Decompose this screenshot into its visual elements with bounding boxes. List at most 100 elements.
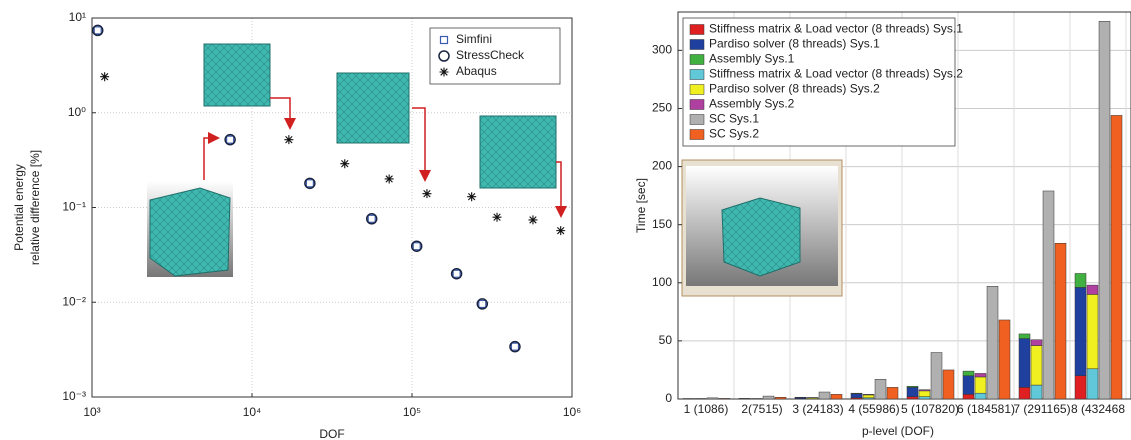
marker-star	[528, 215, 537, 224]
figure: 10⁻³10⁻²10⁻¹10⁰10¹Potential energyrelati…	[0, 0, 1131, 440]
bar-segment	[963, 371, 974, 376]
legend-swatch	[690, 55, 704, 65]
legend-swatch	[690, 130, 704, 140]
bar-segment	[1099, 21, 1110, 399]
y-tick-label: 100	[652, 275, 672, 289]
bar-segment	[863, 394, 874, 395]
bar-segment	[1075, 376, 1086, 399]
bar-segment	[1055, 243, 1066, 399]
marker-star	[467, 192, 476, 201]
legend-label: Assembly Sys.2	[709, 97, 795, 111]
y-tick-label: 300	[652, 43, 672, 57]
arrow	[204, 138, 214, 180]
y-tick-label: 0	[665, 391, 672, 405]
bar-segment	[1075, 273, 1086, 287]
marker-star	[493, 213, 502, 222]
y-tick-label: 10⁻¹	[62, 200, 86, 214]
bar-segment	[763, 396, 774, 399]
bar-segment	[1019, 339, 1030, 388]
bar-segment	[943, 370, 954, 399]
marker-square	[453, 270, 460, 277]
marker-star	[284, 135, 293, 144]
marker-square	[306, 180, 313, 187]
legend-label: Pardiso solver (8 threads) Sys.1	[709, 37, 880, 51]
marker-star	[385, 174, 394, 183]
marker-square	[227, 136, 234, 143]
x-axis-label: DOF	[319, 427, 344, 440]
marker-star	[422, 189, 431, 198]
legend-label: Abaqus	[456, 64, 497, 78]
arrow	[556, 162, 561, 212]
bar-segment	[1075, 287, 1086, 375]
y-tick-label: 10⁻³	[62, 389, 86, 403]
bar-segment	[1087, 369, 1098, 399]
bar-segment	[999, 320, 1010, 399]
inset-cube	[150, 188, 230, 276]
bar-segment	[863, 395, 874, 398]
bar-segment	[1043, 191, 1054, 399]
marker-star	[340, 159, 349, 168]
bar-segment	[851, 393, 862, 394]
legend-marker	[440, 68, 449, 77]
bar-segment	[719, 398, 730, 399]
bar-segment	[1019, 334, 1030, 339]
legend-swatch	[690, 25, 704, 35]
legend-label: Stiffness matrix & Load vector (8 thread…	[709, 67, 963, 81]
x-tick-label: 5 (107820)	[901, 402, 959, 416]
bar-segment	[1087, 285, 1098, 294]
inset-cube	[722, 198, 800, 276]
x-tick-label: 10⁴	[243, 405, 262, 419]
y-tick-label: 10¹	[69, 10, 86, 24]
y-tick-label: 250	[652, 101, 672, 115]
bar-segment	[1031, 340, 1042, 346]
legend-label: Assembly Sys.1	[709, 52, 795, 66]
marker-square	[94, 27, 101, 34]
x-axis-label: p-level (DOF)	[862, 424, 934, 438]
x-tick-label: 10⁵	[403, 405, 421, 419]
y-tick-label: 200	[652, 159, 672, 173]
marker-square	[479, 300, 486, 307]
inset-cube	[337, 73, 409, 143]
arrow	[412, 108, 425, 176]
bar-segment	[851, 394, 862, 398]
bar-segment	[975, 373, 986, 376]
bar-segment	[919, 397, 930, 399]
bar-segment	[975, 377, 986, 393]
legend-swatch	[690, 70, 704, 80]
x-tick-label: 2(7515)	[741, 402, 782, 416]
page: 10⁻³10⁻²10⁻¹10⁰10¹Potential energyrelati…	[0, 0, 1131, 440]
bar-segment	[919, 391, 930, 397]
bar-segment	[1019, 387, 1030, 399]
x-tick-label: 6 (184581)	[957, 402, 1015, 416]
bar-segment	[1031, 385, 1042, 399]
bar-segment	[963, 376, 974, 395]
y-tick-label: 50	[659, 333, 673, 347]
inset-cube	[204, 44, 270, 106]
x-tick-label: 4 (55986)	[848, 402, 899, 416]
legend-label: Simfini	[456, 32, 492, 46]
arrow	[270, 98, 290, 124]
legend-label: SC Sys.2	[709, 127, 759, 141]
bar-segment	[831, 394, 842, 399]
legend-label: StressCheck	[456, 48, 525, 62]
bar-segment	[963, 394, 974, 399]
y-tick-label: 10⁰	[68, 105, 86, 119]
y-tick-label: 150	[652, 217, 672, 231]
x-tick-label: 10⁶	[563, 405, 581, 419]
bar-segment	[907, 387, 918, 396]
legend-label: SC Sys.1	[709, 112, 759, 126]
legend-label: Pardiso solver (8 threads) Sys.2	[709, 82, 880, 96]
bar-segment	[1031, 346, 1042, 386]
bar-segment	[819, 392, 830, 399]
bar-segment	[987, 286, 998, 399]
legend-label: Stiffness matrix & Load vector (8 thread…	[709, 22, 963, 36]
marker-square	[413, 243, 420, 250]
y-tick-label: 10⁻²	[62, 294, 86, 308]
legend-swatch	[690, 40, 704, 50]
x-tick-label: 10³	[83, 405, 100, 419]
x-tick-label: 8 (432468	[1071, 402, 1125, 416]
marker-star	[556, 226, 565, 235]
bar-segment	[1111, 115, 1122, 399]
x-tick-label: 3 (24183)	[792, 402, 843, 416]
legend-swatch	[690, 85, 704, 95]
